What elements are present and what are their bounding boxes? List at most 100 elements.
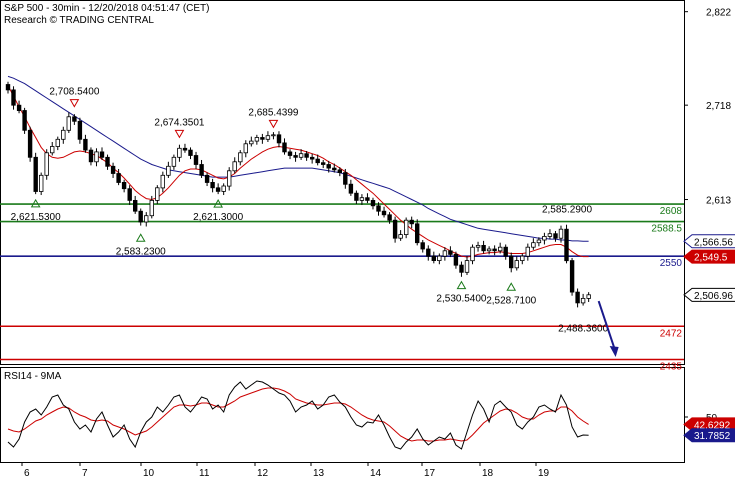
candle-body	[271, 134, 276, 137]
candle-body	[508, 255, 514, 269]
candle-body	[437, 255, 442, 262]
candle-body	[403, 219, 409, 235]
candle-body	[171, 156, 177, 167]
date-axis-label: 12	[257, 468, 269, 479]
candle-body	[193, 155, 199, 165]
candle-body	[210, 181, 215, 189]
rsi-tag: 42.6292	[694, 420, 731, 431]
date-axis-label: 13	[313, 468, 325, 479]
candle-body	[160, 174, 165, 189]
candle-body	[243, 143, 248, 154]
rsi-panel-title: RSI14 - 9MA	[4, 371, 62, 382]
price-tag: 2,549.5	[694, 253, 728, 264]
candle-body	[298, 153, 304, 158]
date-axis-label: 18	[482, 468, 494, 479]
candle-body	[132, 199, 138, 212]
candle-body	[575, 291, 580, 304]
candle-body	[481, 244, 486, 252]
candle-body	[503, 246, 508, 257]
candle-body	[569, 260, 575, 293]
candle-body	[553, 233, 558, 239]
candle-body	[492, 248, 497, 252]
candle-body	[121, 181, 127, 190]
swing-high-label: 2,685.4399	[248, 107, 298, 118]
candle-body	[309, 156, 315, 160]
level-label: 2588.5	[651, 224, 682, 235]
price-tag: 2,506.96	[694, 291, 733, 302]
candle-body	[409, 219, 414, 225]
candle-body	[354, 192, 359, 201]
candle-body	[77, 120, 83, 140]
candle-body	[564, 228, 569, 262]
candle-body	[254, 137, 260, 142]
swing-low-marker	[213, 199, 224, 208]
candle-body	[11, 89, 16, 106]
candle-body	[420, 242, 425, 250]
candle-body	[44, 152, 49, 176]
panel-frames	[0, 0, 685, 463]
candle-body	[442, 250, 448, 257]
candle-body	[459, 264, 464, 273]
candle-body	[343, 172, 348, 185]
candle-body	[464, 260, 470, 273]
swing-low-marker	[506, 282, 517, 291]
candle-body	[426, 248, 431, 257]
swing-low-label: 2,621.3000	[193, 212, 243, 223]
candle-body	[282, 142, 287, 153]
candle-body	[127, 188, 132, 201]
swing-low-label: 2,621.5300	[11, 212, 61, 223]
candle-body	[448, 250, 453, 255]
price-axis-label: 2,613	[706, 196, 731, 207]
swing-low-marker	[30, 198, 41, 208]
candle-body	[315, 158, 320, 164]
date-axis-label: 17	[424, 468, 436, 479]
date-axis-label: 19	[538, 468, 550, 479]
candle-body	[365, 197, 370, 201]
candle-body	[55, 138, 60, 147]
candle-body	[155, 187, 160, 201]
horizontal-levels: 2608 2588.5 2550 2472 2435	[0, 203, 684, 373]
candle-body	[558, 228, 564, 239]
forecast-arrow-head	[609, 346, 619, 358]
price-tag-shape	[683, 287, 735, 302]
swing-low-label: 2,528.7100	[486, 295, 536, 306]
candle-body	[497, 246, 503, 252]
candle-body	[431, 255, 436, 262]
swing-high-label: 2,674.3501	[154, 117, 204, 128]
candle-body	[414, 223, 420, 244]
candle-body	[110, 165, 116, 174]
rsi-tag-shape	[683, 428, 735, 443]
candle-body	[27, 129, 33, 158]
swing-high-label: 2,585.2900	[542, 204, 592, 215]
candle-body	[182, 147, 188, 151]
candle-body	[226, 170, 232, 187]
level-label: 2472	[660, 328, 683, 339]
candle-body	[337, 169, 342, 173]
candle-body	[332, 167, 337, 171]
swing-high-marker	[69, 99, 80, 108]
candle-body	[376, 205, 381, 212]
candle-body	[475, 244, 481, 248]
candle-body	[542, 235, 547, 241]
candle-body	[586, 294, 591, 299]
rsi-line	[7, 380, 589, 450]
candle-body	[453, 253, 459, 266]
candle-body	[580, 297, 586, 304]
candle-body	[16, 104, 22, 111]
candle-body	[215, 187, 221, 192]
candle-body	[326, 164, 331, 169]
candle-body	[470, 246, 475, 262]
candle-body	[99, 151, 105, 158]
candle-body	[249, 140, 254, 145]
candlestick-series	[5, 81, 591, 308]
price-label: 2,488.3600	[558, 324, 608, 335]
candle-body	[138, 210, 143, 223]
candle-body	[359, 197, 365, 201]
swing-high-marker	[174, 129, 185, 139]
candle-body	[221, 185, 226, 192]
swing-low-marker	[456, 280, 467, 290]
rsi-panel-frame	[0, 367, 685, 463]
rsi-ma-line	[7, 387, 589, 442]
level-label: 2435	[660, 362, 683, 373]
moving-averages	[7, 75, 589, 258]
